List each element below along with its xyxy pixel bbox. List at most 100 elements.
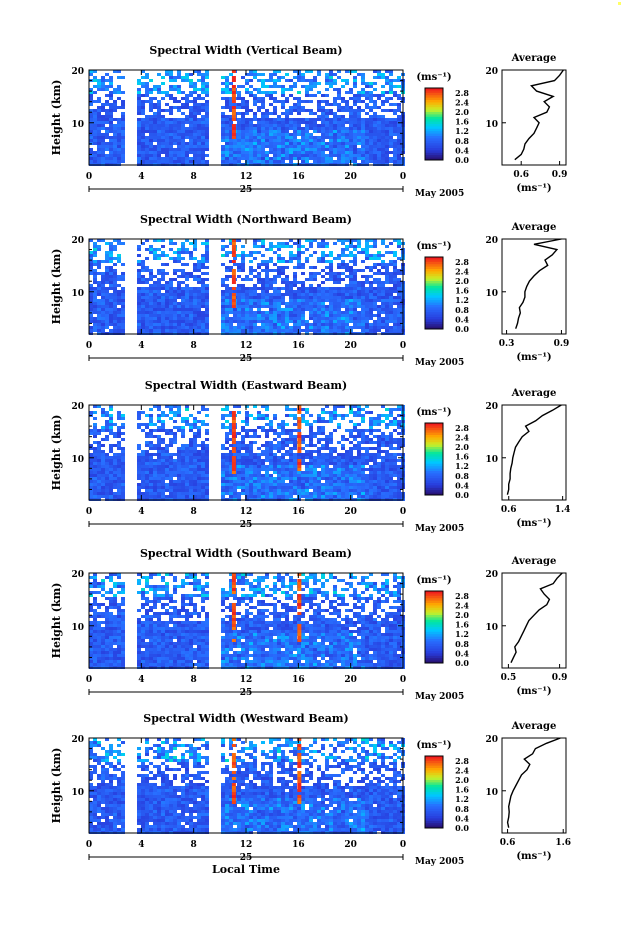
heatmap-cell [241, 420, 245, 423]
heatmap-cell [241, 136, 245, 139]
heatmap-cell [89, 251, 93, 254]
heatmap-cell [353, 275, 357, 278]
heatmap-cell [193, 444, 197, 447]
heatmap-cell [297, 139, 301, 142]
heatmap-cell [305, 299, 309, 302]
heatmap-cell [117, 314, 121, 317]
heatmap-cell [109, 278, 113, 281]
heatmap-cell [97, 145, 101, 148]
heatmap-cell [257, 73, 261, 76]
heatmap-cell [177, 426, 181, 429]
heatmap-cell [389, 293, 393, 296]
heatmap-cell [249, 474, 253, 477]
heatmap-cell [265, 284, 269, 287]
heatmap-cell [289, 474, 293, 477]
heatmap-cell [237, 317, 241, 320]
heatmap-cell [193, 148, 197, 151]
heatmap-cell [181, 462, 185, 465]
heatmap-cell [293, 145, 297, 148]
heatmap-cell [285, 133, 289, 136]
heatmap-cell [293, 302, 297, 305]
heatmap-cell [113, 118, 117, 121]
heatmap-cell [273, 432, 277, 435]
heatmap-cell [337, 115, 341, 118]
heatmap-cell [225, 145, 229, 148]
heatmap-cell [357, 136, 361, 139]
heatmap-cell [157, 88, 161, 91]
heatmap-cell [265, 414, 269, 417]
heatmap-cell [93, 154, 97, 157]
heatmap-cell [337, 305, 341, 308]
heatmap-cell [245, 127, 249, 130]
heatmap-cell [113, 160, 117, 163]
heatmap-cell [297, 97, 301, 100]
heatmap-cell [185, 329, 189, 332]
heatmap-cell [205, 293, 209, 296]
heatmap-cell [161, 299, 165, 302]
heatmap-cell [305, 127, 309, 130]
heatmap-cell [281, 76, 285, 79]
heatmap-cell [293, 441, 297, 444]
heatmap-cell [153, 281, 157, 284]
heatmap-cell [249, 121, 253, 124]
heatmap-cell [329, 308, 333, 311]
heatmap-cell [285, 414, 289, 417]
spike-cell [231, 97, 236, 100]
heatmap-cell [341, 456, 345, 459]
heatmap-cell [237, 160, 241, 163]
heatmap-cell [381, 284, 385, 287]
heatmap-cell [313, 308, 317, 311]
heatmap-cell [221, 284, 225, 287]
heatmap-cell [281, 296, 285, 299]
heatmap-cell [305, 462, 309, 465]
heatmap-cell [253, 245, 257, 248]
heatmap-cell [349, 88, 353, 91]
heatmap-cell [193, 447, 197, 450]
heatmap-cell [93, 453, 97, 456]
heatmap-cell [329, 151, 333, 154]
heatmap-cell [397, 320, 401, 323]
heatmap-cell [325, 100, 329, 103]
heatmap-cell [241, 429, 245, 432]
heatmap-cell [97, 85, 101, 88]
heatmap-cell [289, 326, 293, 329]
heatmap-cell [281, 88, 285, 91]
heatmap-cell [297, 133, 301, 136]
heatmap-cell [169, 299, 173, 302]
heatmap-cell [285, 429, 289, 432]
heatmap-cell [317, 311, 321, 314]
heatmap-cell [329, 73, 333, 76]
heatmap-cell [309, 293, 313, 296]
heatmap-cell [389, 447, 393, 450]
heatmap-cell [333, 314, 337, 317]
heatmap-cell [221, 91, 225, 94]
heatmap-cell [225, 88, 229, 91]
heatmap-cell [365, 453, 369, 456]
heatmap-cell [353, 281, 357, 284]
heatmap-cell [377, 142, 381, 145]
heatmap-cell [365, 124, 369, 127]
heatmap-cell [241, 314, 245, 317]
heatmap-cell [101, 426, 105, 429]
heatmap-cell [265, 435, 269, 438]
heatmap-cell [277, 287, 281, 290]
heatmap-cell [221, 254, 225, 257]
heatmap-cell [269, 462, 273, 465]
heatmap-cell [317, 157, 321, 160]
heatmap-cell [105, 260, 109, 263]
heatmap-cell [345, 465, 349, 468]
heatmap-cell [365, 142, 369, 145]
heatmap-cell [345, 293, 349, 296]
heatmap-cell [161, 471, 165, 474]
heatmap-cell [341, 100, 345, 103]
heatmap-cell [361, 157, 365, 160]
heatmap-cell [373, 121, 377, 124]
heatmap-cell [257, 447, 261, 450]
heatmap-cell [385, 453, 389, 456]
heatmap-cell [333, 408, 337, 411]
heatmap-cell [181, 468, 185, 471]
heatmap-cell [109, 459, 113, 462]
heatmap-cell [145, 311, 149, 314]
heatmap-cell [365, 139, 369, 142]
heatmap-cell [97, 127, 101, 130]
